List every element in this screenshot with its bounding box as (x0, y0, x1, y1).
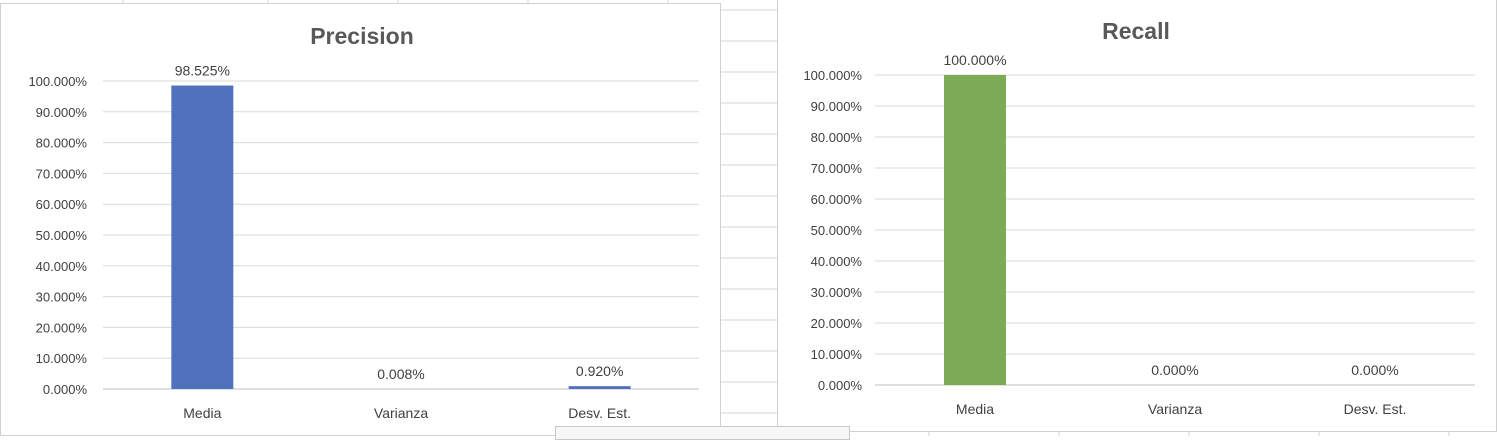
recall-y-tick-label: 90.000% (811, 99, 863, 114)
recall-y-tick-label: 30.000% (811, 285, 863, 300)
recall-chart-svg: Recall 0.000% 10.000% 20.000% 30.000% 40.000%… (778, 0, 1498, 433)
precision-y-tick-label: 80.000% (36, 136, 88, 151)
precision-y-tick-label: 90.000% (36, 105, 88, 120)
recall-y-tick-label: 60.000% (811, 192, 863, 207)
recall-y-tick-label: 70.000% (811, 161, 863, 176)
precision-category-label: Desv. Est. (568, 405, 631, 421)
recall-y-tick-label: 50.000% (811, 223, 863, 238)
recall-data-label: 100.000% (943, 52, 1006, 68)
recall-y-tick-label: 20.000% (811, 316, 863, 331)
precision-y-tick-label: 0.000% (43, 382, 88, 397)
precision-y-tick-label: 40.000% (36, 259, 88, 274)
precision-y-tick-label: 30.000% (36, 290, 88, 305)
precision-y-tick-label: 20.000% (36, 320, 88, 335)
precision-bar-media[interactable] (171, 86, 233, 389)
precision-y-tick-label: 100.000% (28, 74, 87, 89)
precision-category-label: Varianza (374, 405, 428, 421)
precision-data-label: 98.525% (175, 63, 230, 79)
precision-bar-desv-est[interactable] (569, 386, 631, 389)
recall-bar-media[interactable] (944, 75, 1006, 385)
precision-chart-svg: Precision 0.000% 10.000% 20.000% 30.000% 40.0… (1, 4, 722, 437)
recall-chart[interactable]: Recall 0.000% 10.000% 20.000% 30.000% 40.000%… (777, 0, 1497, 432)
recall-y-tick-label: 100.000% (803, 68, 862, 83)
precision-chart-title: Precision (310, 23, 414, 49)
recall-data-label: 0.000% (1351, 362, 1398, 378)
precision-y-tick-label: 70.000% (36, 166, 88, 181)
recall-chart-title: Recall (1102, 18, 1170, 44)
recall-y-tick-label: 10.000% (811, 347, 863, 362)
precision-data-label: 0.008% (377, 366, 424, 382)
recall-y-tick-label: 80.000% (811, 130, 863, 145)
precision-category-label: Media (183, 405, 221, 421)
precision-y-tick-label: 10.000% (36, 351, 88, 366)
recall-y-tick-label: 40.000% (811, 254, 863, 269)
recall-category-label: Varianza (1148, 401, 1202, 417)
precision-y-tick-label: 50.000% (36, 228, 88, 243)
recall-category-label: Media (956, 401, 994, 417)
precision-data-label: 0.920% (576, 363, 623, 379)
precision-y-tick-label: 60.000% (36, 197, 88, 212)
recall-category-label: Desv. Est. (1344, 401, 1407, 417)
partially-hidden-tab[interactable] (555, 426, 850, 440)
precision-chart[interactable]: Precision 0.000% 10.000% 20.000% 30.000% 40.0… (0, 3, 721, 436)
recall-data-label: 0.000% (1151, 362, 1198, 378)
recall-y-tick-label: 0.000% (818, 378, 863, 393)
